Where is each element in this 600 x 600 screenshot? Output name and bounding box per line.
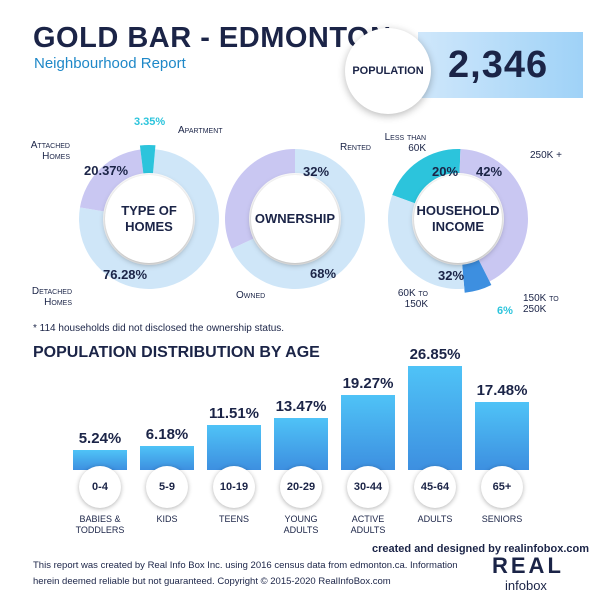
age-bar-range-0-4: 0-4 <box>79 466 121 508</box>
150k-250k-callout: 150K to 250K <box>523 293 559 315</box>
age-bar-category-10-19: TEENS <box>218 514 249 524</box>
age-distribution-title: POPULATION DISTRIBUTION BY AGE <box>33 344 320 361</box>
logo-real: REAL <box>492 553 564 578</box>
population-badge: POPULATION <box>345 28 431 114</box>
250k-plus-callout: 250K + <box>530 150 562 161</box>
donut-slice-detached-homes <box>79 149 219 289</box>
type-of-homes-title: TYPE OF HOMES <box>121 203 177 234</box>
donut-center <box>105 175 193 263</box>
age-bar-0-4 <box>73 449 127 470</box>
donut-slice-rented <box>224 149 295 249</box>
age-bar-value-30-44: 19.27% <box>342 375 394 393</box>
donut-slice-owned <box>231 149 365 289</box>
age-bar-range-20-29: 20-29 <box>280 466 322 508</box>
age-bar-10-19 <box>207 425 261 470</box>
apartment-callout: Apartment <box>178 125 223 136</box>
rented-pct: 32% <box>303 164 330 179</box>
age-bar-range-5-9: 5-9 <box>146 466 188 508</box>
age-bar-65+ <box>475 402 529 470</box>
age-bar-category-65+: SENIORS <box>481 514 523 524</box>
donut-slice-less-than-60k <box>392 149 461 204</box>
population-label: POPULATION <box>352 65 424 77</box>
age-bar-category-0-4: BABIES & TODDLERS <box>75 514 125 535</box>
donut-slice-attached-homes <box>79 149 144 212</box>
ownership-footnote: * 114 households did not disclosed the o… <box>33 323 285 334</box>
age-bar-20-29 <box>274 417 328 470</box>
population-banner <box>418 32 583 98</box>
donut-slice-apartment <box>139 145 156 174</box>
household-income-title: HOUSEHOLD INCOME <box>416 203 500 234</box>
attached-pct: 20.37% <box>84 163 129 178</box>
60k-150k-pct: 32% <box>438 268 465 283</box>
donut-slice-60k-to-150k <box>388 195 465 289</box>
disclaimer-line-2: herein deemed reliable but not guarantee… <box>33 576 391 587</box>
age-bar-range-45-64: 45-64 <box>414 466 456 508</box>
less-than-60k-pct: 20% <box>432 164 459 179</box>
less-than-60k-callout: Less than 60K <box>384 132 426 154</box>
age-bar-5-9 <box>140 446 194 470</box>
page-subtitle: Neighbourhood Report <box>34 55 186 72</box>
credit-line: created and designed by realinfobox.com <box>372 543 589 555</box>
age-bar-category-5-9: KIDS <box>156 514 178 524</box>
rented-callout: Rented <box>340 142 371 153</box>
age-bar-value-45-64: 26.85% <box>409 346 461 363</box>
ownership-donut <box>224 149 365 289</box>
detached-callout: Detached Homes <box>31 286 72 308</box>
ownership-title: OWNERSHIP <box>254 211 336 226</box>
age-bar-range-65+: 65+ <box>481 466 523 508</box>
donut-center <box>251 175 339 263</box>
population-value: 2,346 <box>448 44 549 86</box>
household-income-donut <box>388 149 528 293</box>
donut-slice-150k-to-250k <box>462 260 492 293</box>
150k-250k-pct: 6% <box>497 305 513 317</box>
age-bar-value-10-19: 11.51% <box>208 405 260 423</box>
detached-pct: 76.28% <box>103 267 148 282</box>
age-bar-30-44 <box>341 395 395 470</box>
age-bar-value-5-9: 6.18% <box>145 426 189 444</box>
age-bar-value-20-29: 13.47% <box>275 397 327 415</box>
age-bar-value-0-4: 5.24% <box>78 429 122 447</box>
disclaimer-line-1: This report was created by Real Info Box… <box>33 560 458 571</box>
age-bar-category-30-44: ACTIVE ADULTS <box>350 514 386 535</box>
owned-pct: 68% <box>310 266 337 281</box>
age-bar-category-45-64: ADULTS <box>417 514 453 524</box>
apartment-pct: 3.35% <box>134 116 166 128</box>
page-title: GOLD BAR - EDMONTON <box>33 22 392 54</box>
age-bar-45-64 <box>408 366 462 470</box>
logo-infobox: infobox <box>505 578 547 593</box>
60k-150k-callout: 60K to 150K <box>397 288 428 310</box>
age-bar-value-65+: 17.48% <box>476 382 528 400</box>
owned-callout: Owned <box>236 290 266 301</box>
attached-callout: Attached Homes <box>30 140 70 162</box>
type-of-homes-donut <box>79 145 219 289</box>
age-bar-range-10-19: 10-19 <box>213 466 255 508</box>
250k-plus-pct: 42% <box>476 164 503 179</box>
donut-slice-250k- <box>459 149 528 282</box>
age-bar-category-20-29: YOUNG ADULTS <box>283 514 319 535</box>
donut-center <box>414 175 502 263</box>
age-bar-range-30-44: 30-44 <box>347 466 389 508</box>
